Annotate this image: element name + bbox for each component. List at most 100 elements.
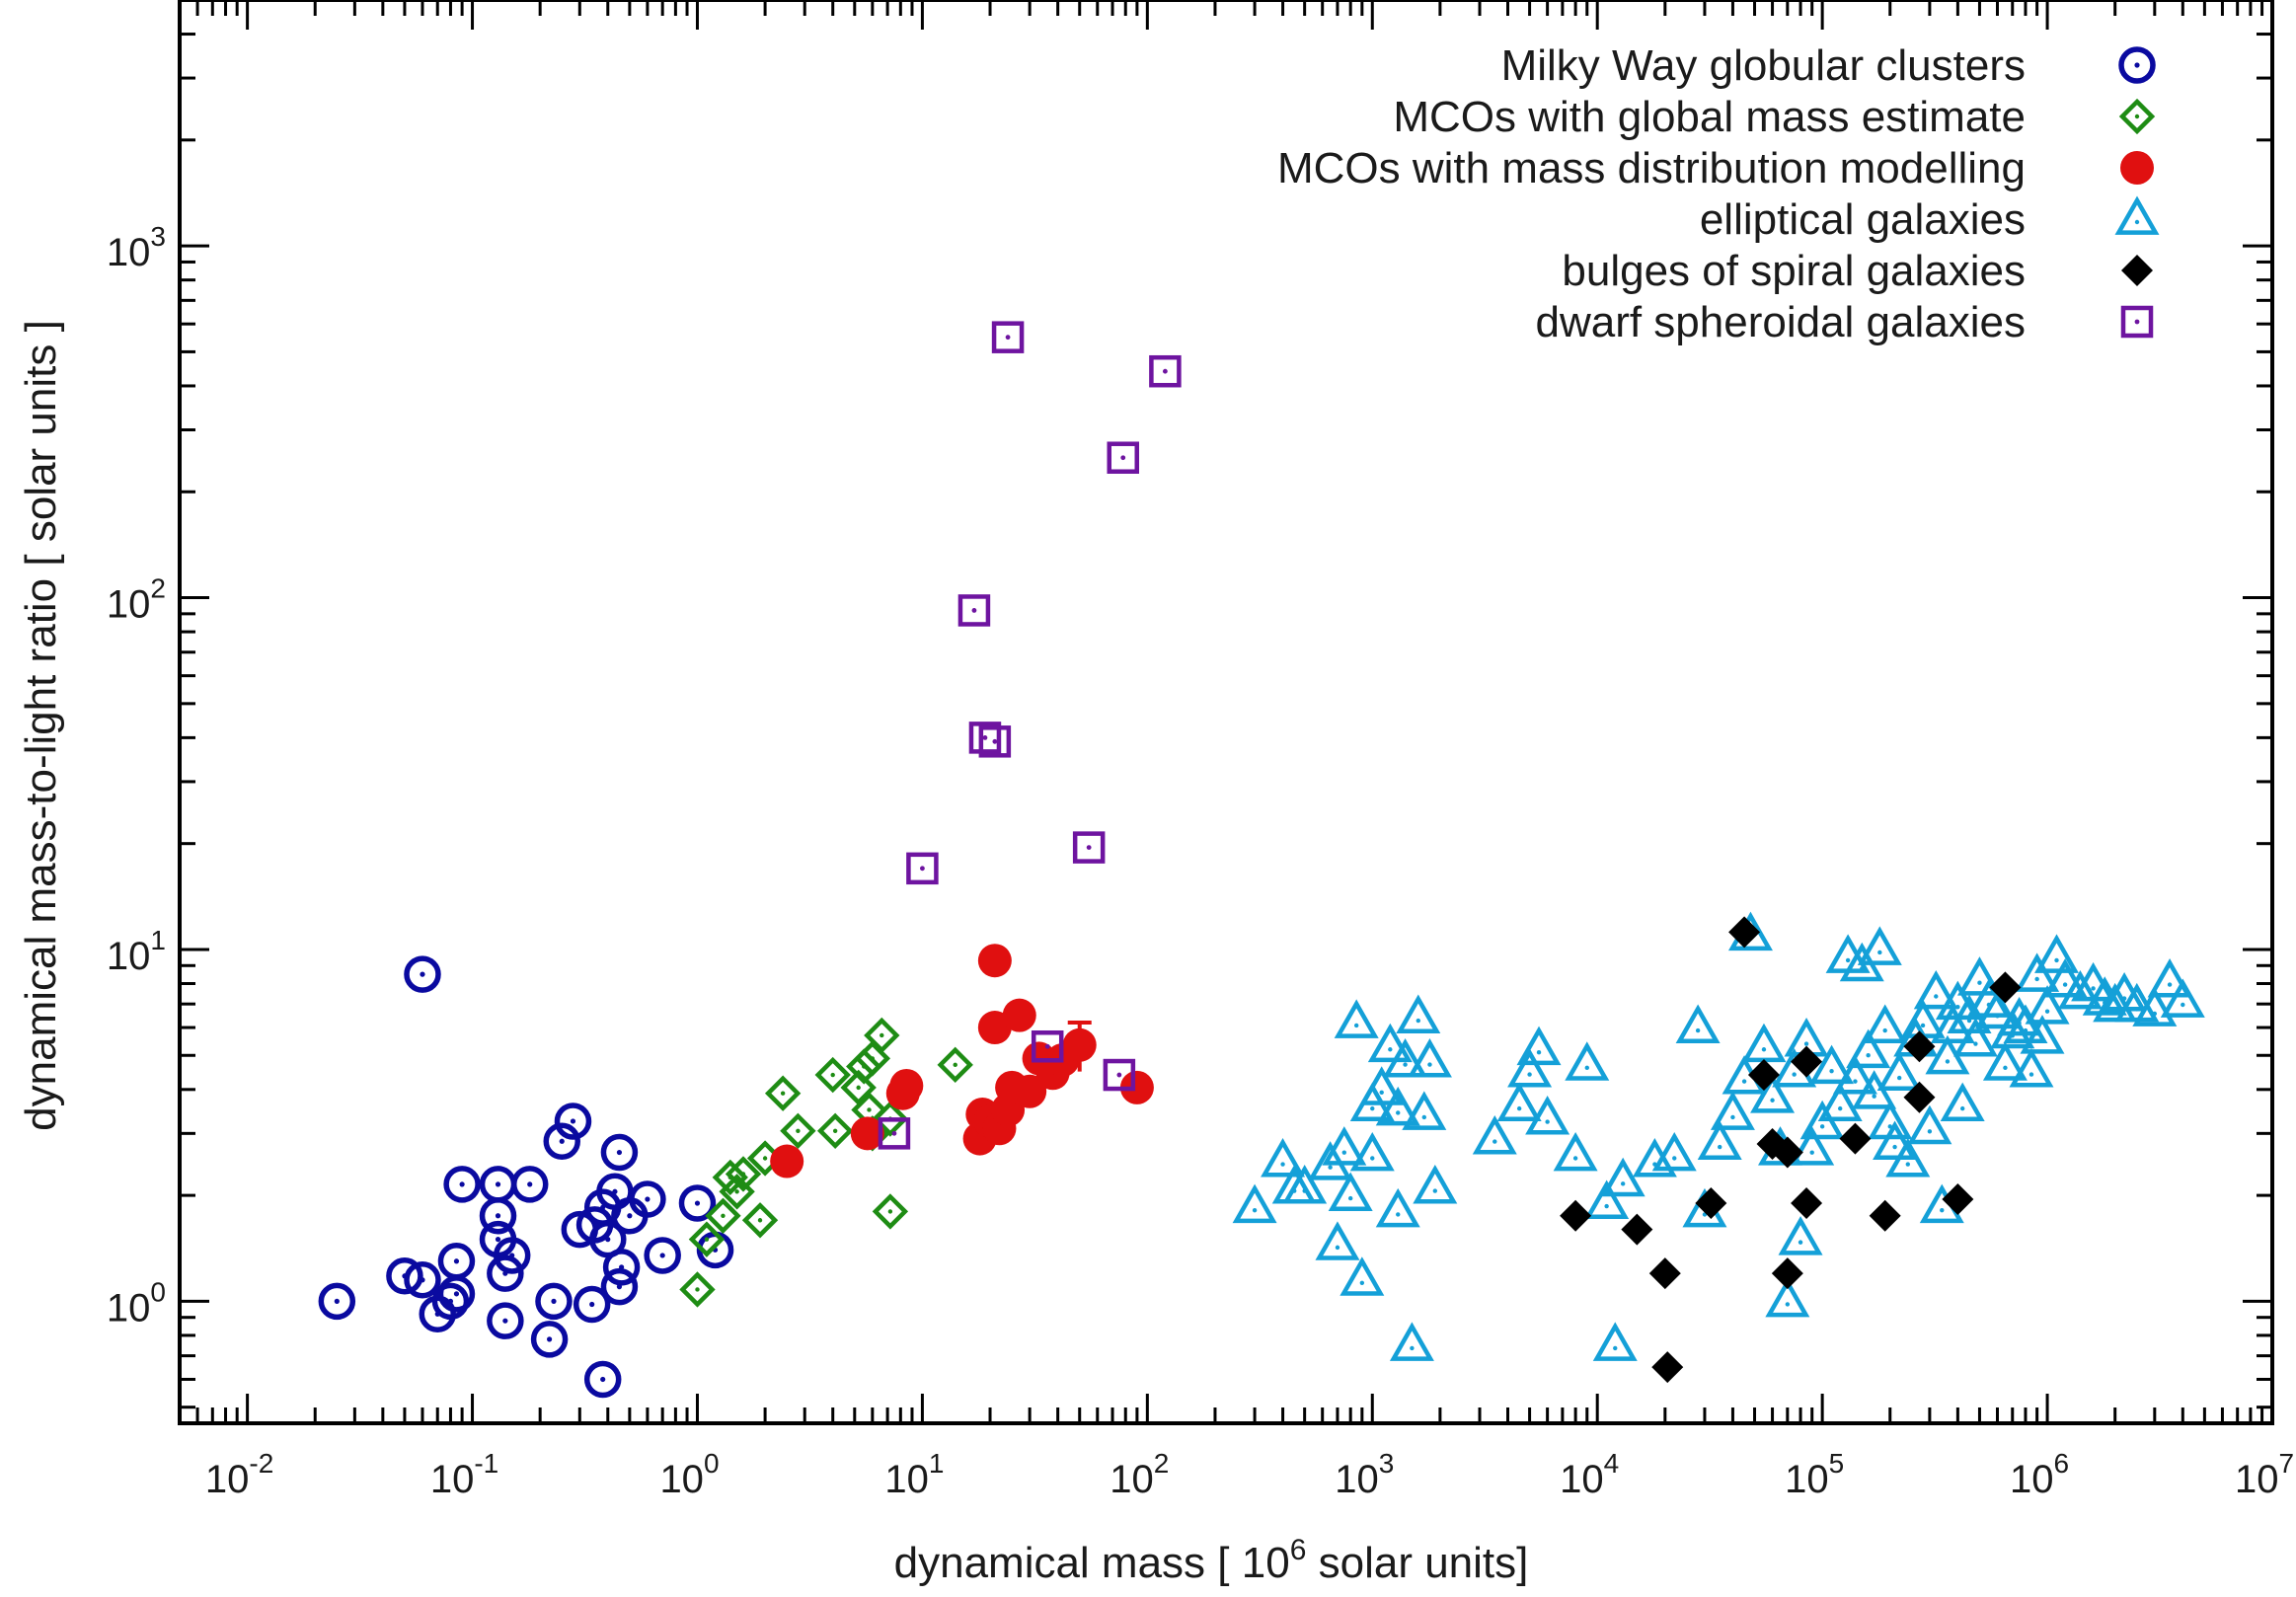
marker-ring <box>644 1237 681 1274</box>
data-point <box>1496 1082 1542 1122</box>
data-point <box>1747 1059 1780 1092</box>
marker-dot <box>1798 1240 1803 1245</box>
marker-dot <box>2134 219 2140 225</box>
marker-dot <box>605 1237 611 1243</box>
marker-dot <box>1044 1043 1050 1049</box>
marker-dot <box>2003 1065 2008 1071</box>
marker-dot <box>1730 1114 1735 1120</box>
data-point <box>1869 1199 1901 1232</box>
data-point <box>1553 1131 1598 1172</box>
marker-dot <box>2028 1072 2034 1077</box>
data-point <box>850 1116 884 1151</box>
marker-outline <box>978 725 1012 758</box>
data-point <box>1765 1277 1810 1318</box>
marker-dot <box>832 1128 838 1133</box>
data-point <box>1903 1030 1936 1063</box>
legend-marker <box>2120 305 2154 339</box>
marker-dot <box>1829 1068 1834 1074</box>
marker-dot <box>1959 1105 1965 1111</box>
marker-outline <box>712 1159 748 1196</box>
data-point <box>1328 1172 1373 1212</box>
marker-outline <box>1389 1322 1434 1361</box>
marker-outline <box>1710 1091 1755 1130</box>
y-tick-label: 100 <box>107 1276 166 1330</box>
marker-dot <box>1162 368 1168 374</box>
data-point <box>1516 1026 1562 1066</box>
x-tick-label: 10-1 <box>430 1448 498 1501</box>
x-tick-label: 107 <box>2235 1448 2294 1501</box>
marker-dot <box>1347 1195 1353 1201</box>
data-point <box>1282 1165 1328 1204</box>
marker-dot <box>559 1138 565 1144</box>
x-tick-label: 102 <box>1110 1448 1169 1501</box>
marker-outline <box>1982 1041 2028 1081</box>
marker-ring <box>493 1237 531 1274</box>
data-point <box>1031 1029 1064 1063</box>
marker-dot <box>551 1298 557 1304</box>
series-elliptical-galaxies <box>1232 911 2205 1361</box>
data-point <box>1375 1187 1420 1228</box>
marker-dot <box>1741 1079 1747 1084</box>
marker-dot <box>1421 1114 1426 1120</box>
marker-ring <box>554 1103 592 1140</box>
marker-dot <box>334 1298 340 1304</box>
marker-dot <box>1572 1156 1578 1161</box>
data-point <box>1863 1004 1908 1043</box>
data-point <box>1107 441 1139 474</box>
marker-fill <box>1903 1081 1936 1113</box>
marker-dot <box>1416 1018 1420 1024</box>
marker-fill <box>1728 916 1761 949</box>
marker-dot <box>2134 114 2140 119</box>
marker-outline <box>1857 926 1902 965</box>
data-point <box>1507 1048 1553 1088</box>
marker-dot <box>659 1253 665 1258</box>
legend-label: dwarf spheroidal galaxies <box>1535 298 2026 346</box>
marker-outline <box>1496 1082 1542 1122</box>
marker-fill <box>889 1068 924 1103</box>
data-point <box>770 1144 804 1179</box>
x-tick-labels: 10-2 10-1 100 101 102 103 104 105 106 107 <box>205 1448 2294 1501</box>
marker-fill <box>1942 1183 1974 1216</box>
data-point <box>443 1166 481 1203</box>
marker-dot <box>757 1218 763 1223</box>
data-point <box>573 1285 611 1324</box>
marker-outline <box>1584 1179 1630 1219</box>
marker-dot <box>721 1213 726 1218</box>
marker-dot <box>830 1072 835 1078</box>
marker-outline <box>705 1197 741 1234</box>
data-point <box>2003 1004 2048 1043</box>
marker-outline <box>1359 1066 1405 1105</box>
marker-ring <box>543 1122 580 1161</box>
marker-outline <box>1375 1187 1420 1228</box>
marker-outline <box>937 1046 973 1084</box>
marker-ring <box>629 1180 666 1218</box>
marker-outline <box>1956 956 2002 996</box>
data-point <box>404 955 441 993</box>
marker-fill <box>850 1116 884 1151</box>
marker-dot <box>1896 1075 1902 1081</box>
legend-marker <box>2120 151 2154 185</box>
marker-fill <box>1648 1257 1681 1290</box>
x-tick-label: 100 <box>659 1448 719 1501</box>
marker-outline <box>1952 1017 1998 1057</box>
data-point <box>1584 1179 1630 1219</box>
data-point <box>1790 1126 1835 1166</box>
y-tick-label: 101 <box>107 925 166 978</box>
marker-dot <box>734 1189 739 1194</box>
marker-dot <box>1370 1156 1375 1161</box>
data-point <box>1232 1183 1277 1224</box>
marker-dot <box>1492 1139 1497 1144</box>
marker-dot <box>420 971 425 977</box>
marker-dot <box>2167 982 2173 987</box>
marker-outline <box>1367 1023 1413 1063</box>
legend-item: MCOs with global mass estimate <box>1393 93 2156 141</box>
legend-marker <box>2114 195 2160 235</box>
marker-fill <box>2120 151 2154 185</box>
marker-dot <box>1396 1110 1401 1115</box>
marker-outline <box>1413 1165 1458 1204</box>
data-point <box>1334 999 1379 1038</box>
x-tick-label: 106 <box>2010 1448 2069 1501</box>
data-point <box>1119 1070 1154 1104</box>
marker-outline <box>1930 1004 1975 1043</box>
